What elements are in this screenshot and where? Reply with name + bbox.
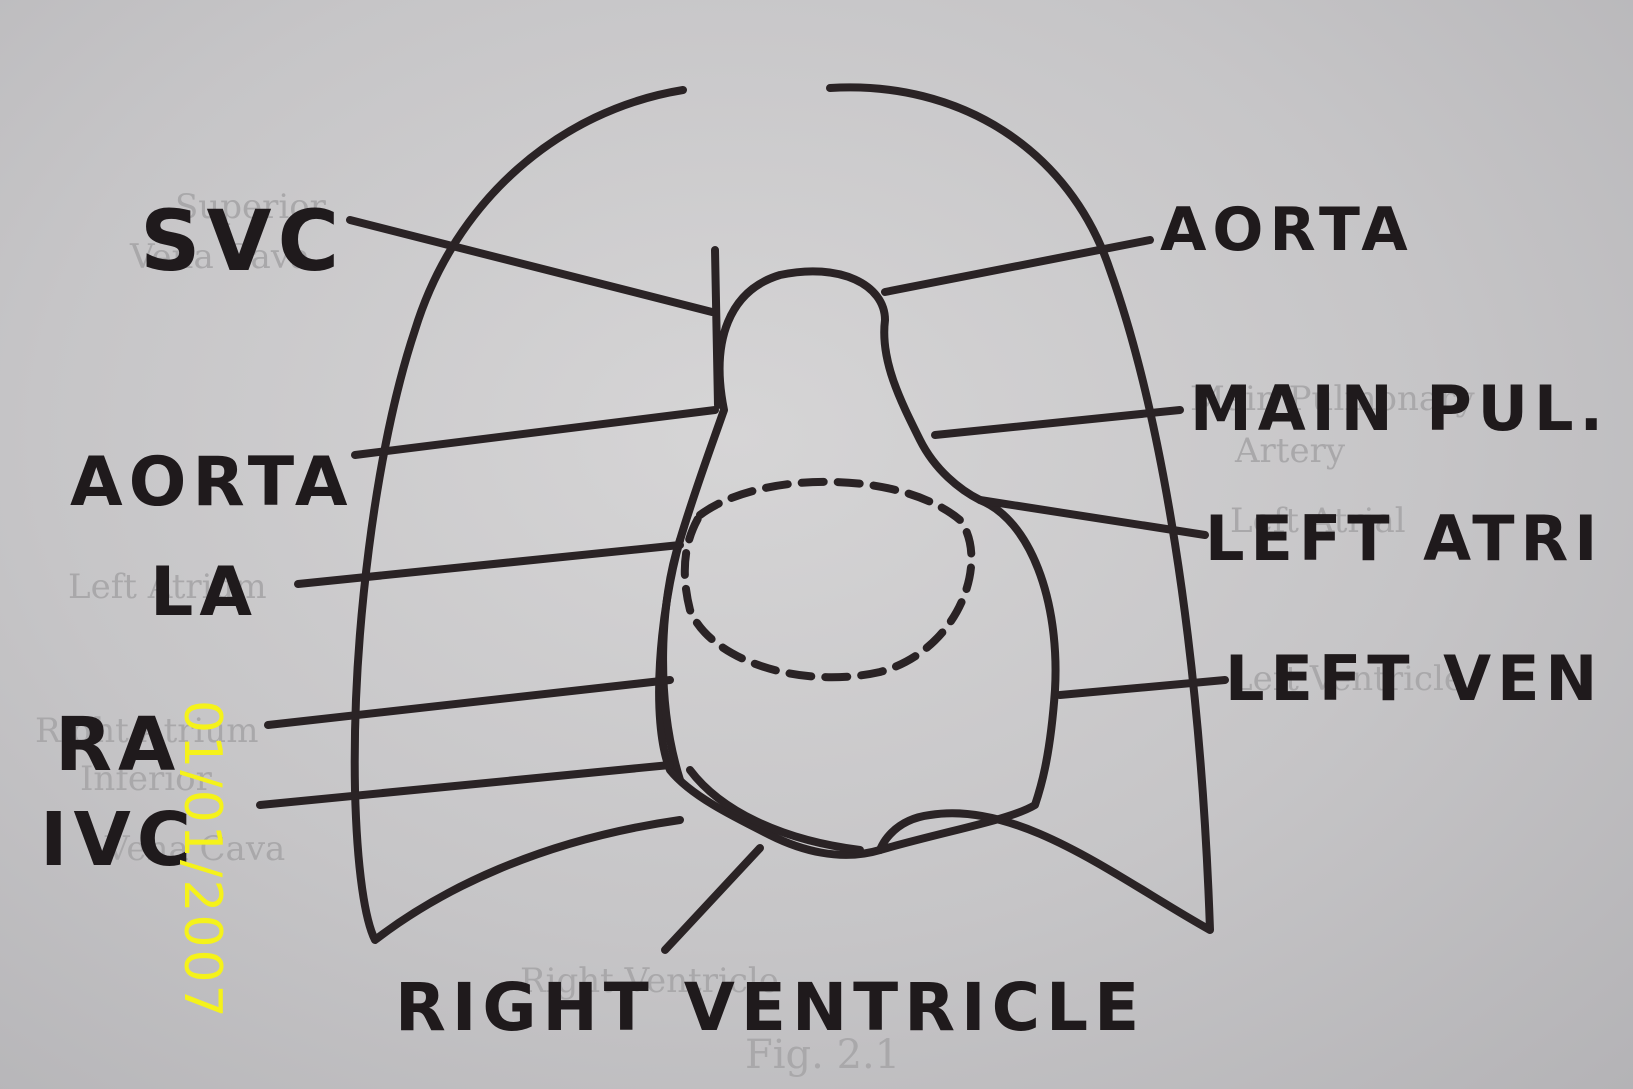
ivc-leader bbox=[256, 761, 674, 809]
label-aorta-left: AORTA bbox=[70, 443, 353, 522]
right-ventricle-leader bbox=[661, 844, 764, 954]
printed-right-atrium: Right Atrium bbox=[35, 711, 259, 751]
heart-outline bbox=[655, 267, 1060, 859]
left-ven-leader bbox=[1056, 676, 1229, 699]
printed-vena-cava-bottom: Vena Cava bbox=[104, 829, 285, 869]
label-la: LA bbox=[150, 553, 258, 632]
date-stamp: 01/01/2007 bbox=[172, 700, 232, 1020]
label-left-ven: LEFT VEN bbox=[1225, 642, 1603, 715]
dashed-atrium-ellipse bbox=[680, 477, 976, 682]
printed-artery: Artery bbox=[1234, 431, 1346, 471]
printed-vena-cava-top: Vena Cava bbox=[129, 237, 310, 277]
printed-right-ventricle: Right Ventricle bbox=[520, 961, 779, 1001]
label-main-pul: MAIN PUL. bbox=[1190, 372, 1609, 445]
aorta-right-leader bbox=[881, 236, 1154, 296]
right-atrium-border bbox=[659, 536, 684, 784]
printed-pulmonary: Main Pulmonary bbox=[1190, 379, 1475, 419]
right-lung-outline bbox=[826, 83, 1214, 934]
main-pul-leader bbox=[931, 406, 1184, 439]
label-ra: RA bbox=[55, 702, 181, 788]
printed-left-atrium: Left Atrium bbox=[68, 567, 267, 607]
printed-left-ventricle: Left Ventricle bbox=[1230, 659, 1464, 699]
figure-caption: Fig. 2.1 bbox=[745, 1032, 900, 1078]
aorta-left-leader bbox=[351, 406, 719, 459]
aorta-arch-line bbox=[711, 246, 722, 409]
label-svc: SVC bbox=[140, 192, 345, 290]
label-ivc: IVC bbox=[40, 797, 197, 883]
label-left-atri: LEFT ATRI bbox=[1205, 502, 1603, 575]
printed-left-atrial: Left Atrial bbox=[1230, 501, 1406, 541]
ra-leader bbox=[264, 676, 674, 729]
label-right-ventricle: RIGHT VENTRICLE bbox=[395, 969, 1145, 1046]
svc-leader bbox=[346, 216, 716, 316]
la-leader bbox=[294, 541, 684, 588]
label-aorta-right: AORTA bbox=[1160, 195, 1414, 265]
printed-superior: Superior bbox=[175, 187, 327, 227]
left-atri-leader bbox=[976, 496, 1209, 539]
printed-inferior: Inferior bbox=[80, 759, 213, 799]
left-lung-outline bbox=[350, 86, 687, 944]
right-ventricle-bulge bbox=[686, 766, 864, 854]
